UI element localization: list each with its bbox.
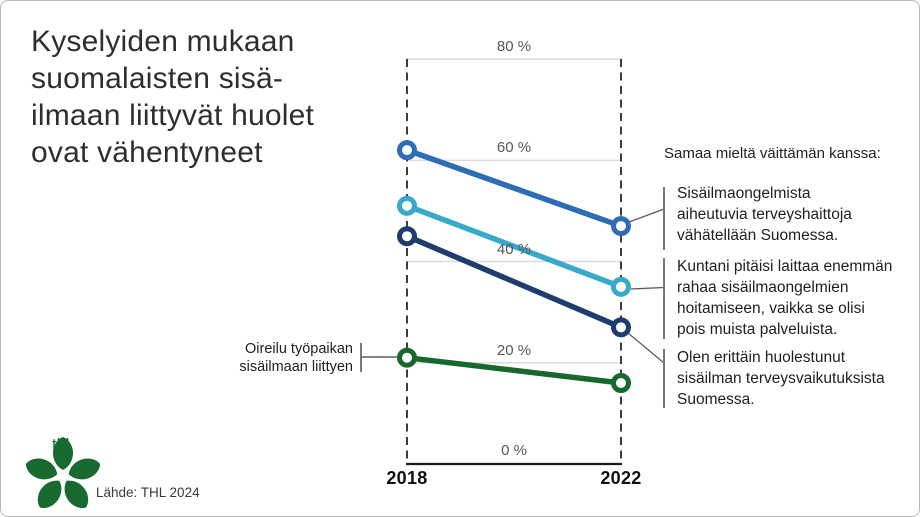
x-label-2022: 2022 xyxy=(600,468,642,488)
petal xyxy=(68,458,101,480)
series-1-point-2022 xyxy=(611,216,631,237)
petal xyxy=(37,480,62,509)
series-3-point-2022 xyxy=(611,317,631,338)
annotation-line: rahaa sisäilmaongelmien xyxy=(677,279,849,296)
gridlines xyxy=(407,58,621,364)
annotation-header: Samaa mieltä väittämän kanssa: xyxy=(664,145,881,162)
series-1-point-2018 xyxy=(397,140,417,161)
annotation-line: Kuntani pitäisi laittaa enemmän xyxy=(677,258,893,275)
connector-line-series2 xyxy=(630,286,665,290)
ytick-80: 80 % xyxy=(496,38,532,55)
annotation-series4: Oireilu työpaikan sisäilmaan liittyen xyxy=(221,341,353,376)
annotation-line: pois muista palveluista. xyxy=(677,321,838,338)
series-2-point-2022 xyxy=(611,276,631,297)
annotation-line: vähätellään Suomessa. xyxy=(677,227,839,244)
series-line-1 xyxy=(406,147,622,229)
annotation-line: aiheutuvia terveyshaittoja xyxy=(677,206,852,223)
annotation-line: hoitamiseen, vaikka se olisi xyxy=(677,300,865,317)
petal xyxy=(53,437,73,470)
title-line: ovat vähentyneet xyxy=(31,136,263,169)
series-layer xyxy=(397,140,631,393)
ytick-40: 40 % xyxy=(496,241,532,258)
ytick-0: 0 % xyxy=(501,442,527,459)
title-line: suomalaisten sisä- xyxy=(31,62,284,95)
ytick-20: 20 % xyxy=(496,342,532,359)
title-line: Kyselyiden mukaan xyxy=(31,25,295,58)
ytick-60: 60 % xyxy=(496,139,532,156)
annotation-series1: Sisäilmaongelmista aiheutuvia terveyshai… xyxy=(677,183,912,246)
connector-line-series1 xyxy=(628,208,665,223)
series-2-point-2018 xyxy=(397,195,417,216)
annotation-series3: Olen erittäin huolestunut sisäilman terv… xyxy=(677,347,912,410)
petal xyxy=(64,480,89,509)
annotation-line: Olen erittäin huolestunut xyxy=(677,349,846,366)
series-line-2 xyxy=(406,203,622,290)
annotation-connectors xyxy=(360,187,665,408)
x-label-2018: 2018 xyxy=(386,468,428,488)
series-line-3 xyxy=(405,233,623,330)
series-4-point-2022 xyxy=(611,373,631,393)
title-line: ilmaan liittyvät huolet xyxy=(31,99,315,132)
connector-line-series3 xyxy=(627,332,665,364)
chart-title: Kyselyiden mukaan suomalaisten sisä- ilm… xyxy=(31,23,401,171)
annotation-line: Sisäilmaongelmista xyxy=(677,185,811,202)
series-4-point-2018 xyxy=(397,347,417,368)
source-caption: Lähde: THL 2024 xyxy=(96,485,200,500)
thl-logo-text: thl xyxy=(52,436,70,454)
annotation-line: Oireilu työpaikan xyxy=(245,341,353,357)
petal xyxy=(25,458,58,480)
annotation-line: sisäilman terveysvaikutuksista xyxy=(677,370,885,387)
annotation-series2: Kuntani pitäisi laittaa enemmän rahaa si… xyxy=(677,256,912,340)
year-axes xyxy=(406,59,622,466)
thl-logo-flower-icon xyxy=(25,437,101,509)
annotation-line: Suomessa. xyxy=(677,391,755,408)
series-3-point-2018 xyxy=(397,226,417,247)
series-line-4 xyxy=(406,354,622,386)
annotation-line: sisäilmaan liittyen xyxy=(239,358,353,375)
